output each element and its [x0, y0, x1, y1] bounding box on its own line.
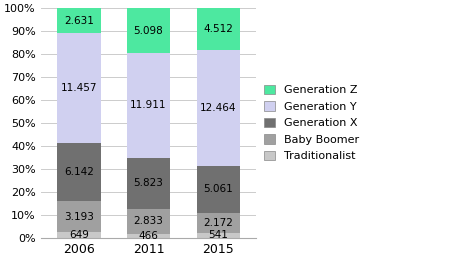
- Text: 3.193: 3.193: [64, 212, 94, 222]
- Bar: [57, 143, 100, 201]
- Bar: [197, 213, 240, 233]
- Bar: [127, 234, 170, 238]
- Bar: [127, 8, 170, 53]
- Text: 541: 541: [208, 230, 228, 241]
- Text: 5.098: 5.098: [134, 25, 164, 36]
- Bar: [57, 201, 100, 232]
- Bar: [57, 232, 100, 238]
- Bar: [127, 209, 170, 234]
- Text: 2.833: 2.833: [134, 216, 164, 226]
- Text: 2.631: 2.631: [64, 16, 94, 26]
- Text: 466: 466: [138, 231, 158, 241]
- Bar: [127, 158, 170, 209]
- Bar: [197, 233, 240, 238]
- Text: 5.061: 5.061: [203, 184, 233, 194]
- Bar: [197, 8, 240, 50]
- Bar: [57, 33, 100, 143]
- Legend: Generation Z, Generation Y, Generation X, Baby Boomer, Traditionalist: Generation Z, Generation Y, Generation X…: [264, 85, 359, 161]
- Text: 11.457: 11.457: [61, 83, 97, 93]
- Text: 12.464: 12.464: [200, 103, 237, 113]
- Bar: [127, 53, 170, 158]
- Bar: [197, 166, 240, 213]
- Text: 5.823: 5.823: [134, 178, 164, 188]
- Text: 649: 649: [69, 230, 89, 240]
- Text: 6.142: 6.142: [64, 167, 94, 177]
- Text: 2.172: 2.172: [203, 218, 233, 228]
- Bar: [57, 8, 100, 33]
- Bar: [197, 50, 240, 166]
- Text: 4.512: 4.512: [203, 24, 233, 34]
- Text: 11.911: 11.911: [130, 100, 167, 110]
